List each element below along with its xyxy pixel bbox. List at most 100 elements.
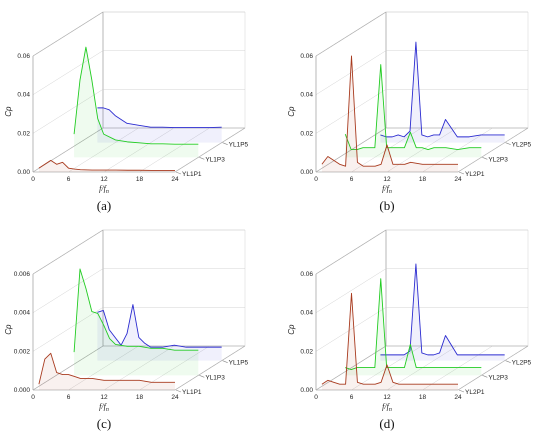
x-axis-title-subscript: n (389, 407, 392, 413)
y-grid-side (32, 50, 104, 95)
series-fill-YL2P5 (380, 42, 505, 143)
series-label-leader (482, 375, 488, 378)
chart-panel-4: 0.00 0.02 0.04 0.06 0 6 12 18 24 Cp f/fn YL2P5 YL2P3… (287, 229, 532, 431)
series-line-YL2P5 (380, 41, 505, 138)
x-tick-label: 6 (350, 394, 354, 401)
x-tick-label: 12 (383, 394, 391, 401)
y-axis-title: Cp (4, 106, 13, 117)
x-grid (457, 345, 529, 391)
series-label-leader (505, 142, 511, 145)
x-tick-label: 18 (419, 176, 427, 183)
y-grid-side (315, 307, 387, 352)
chart-panel-3: 0.000 0.002 0.004 0.006 0 6 12 18 24 Cp f/fn YL1P5 Y… (4, 229, 249, 431)
series-fill-YL2P5 (380, 264, 505, 361)
y-tick-label: 0.000 (14, 387, 31, 394)
x-tick-label: 18 (419, 394, 427, 401)
series-label-leader (222, 142, 228, 145)
series-line-YL2P1 (321, 55, 458, 167)
y-tick-label: 0.004 (14, 310, 31, 317)
y-axis-title: Cp (287, 324, 296, 335)
y-tick-label: 0.002 (14, 348, 31, 355)
series-label-leader (175, 171, 182, 175)
x-grid (351, 127, 422, 173)
x-grid (174, 127, 246, 173)
y-grid-side (32, 89, 104, 134)
chart-panel-2: 0.00 0.02 0.04 0.06 0 6 12 18 24 Cp f/fn YL2P5 YL2P3… (287, 11, 532, 213)
y-tick-label: 0.00 (300, 169, 313, 176)
series-label-leader (505, 360, 511, 363)
x-grid (315, 345, 387, 391)
y-tick-label: 0.02 (300, 130, 313, 137)
y-grid-side (32, 11, 104, 57)
x-grid (103, 127, 175, 173)
x-grid (103, 345, 175, 391)
series-label: YL2P1 (465, 389, 485, 396)
y-grid-side (315, 89, 387, 134)
series-line-YL1P3 (73, 268, 199, 353)
y-tick-label: 0.06 (300, 53, 313, 60)
series-label: YL1P3 (205, 374, 225, 381)
y-tick-label: 0.06 (300, 271, 313, 278)
x-grid (68, 345, 139, 391)
x-grid (139, 127, 210, 173)
series-fill-YL1P3 (74, 47, 199, 158)
back-wall-edge (102, 230, 245, 347)
series-label-leader (175, 389, 182, 393)
chart-panel-1: 0.00 0.02 0.04 0.06 0 6 12 18 24 Cp f/fn YL1P5 YL1P3… (4, 11, 249, 213)
y-tick-label: 0.04 (300, 310, 313, 317)
y-axis-title: Cp (4, 324, 13, 335)
x-grid (174, 345, 246, 391)
x-axis-title: f/fn (382, 184, 392, 195)
series-label: YL2P3 (488, 374, 508, 381)
x-tick-label: 12 (100, 394, 108, 401)
x-axis-title: f/fn (99, 402, 109, 413)
y-tick-label: 0.06 (17, 53, 30, 60)
x-axis-title-subscript: n (389, 189, 392, 195)
panel-label: (d) (379, 416, 394, 431)
series-label-leader (482, 157, 488, 160)
series-label: YL1P5 (229, 142, 249, 149)
x-axis-title-subscript: n (106, 407, 109, 413)
x-tick-label: 0 (314, 176, 318, 183)
y-tick-label: 0.00 (17, 169, 30, 176)
y-tick-label: 0.02 (300, 348, 313, 355)
panel-label: (b) (379, 198, 394, 213)
x-tick-label: 12 (100, 176, 108, 183)
y-grid-side (32, 268, 104, 313)
series-line-YL1P1 (38, 352, 175, 385)
series-label: YL1P3 (205, 156, 225, 163)
y-axis-title: Cp (287, 106, 296, 117)
x-tick-label: 0 (31, 394, 35, 401)
series-fill-YL2P1 (321, 293, 458, 390)
y-tick-label: 0.006 (14, 271, 31, 278)
x-tick-label: 6 (67, 176, 71, 183)
series-label: YL1P1 (182, 171, 202, 178)
y-grid-side (315, 229, 387, 275)
series-label-leader (199, 157, 205, 160)
series-line-YL2P3 (345, 278, 482, 370)
x-grid (32, 345, 104, 391)
back-wall-edge (385, 12, 528, 129)
series-label: YL2P5 (512, 142, 532, 149)
x-tick-label: 18 (136, 394, 144, 401)
back-wall-edge (385, 230, 528, 347)
x-tick-label: 24 (454, 176, 462, 183)
x-tick-label: 6 (67, 394, 71, 401)
x-tick-label: 6 (350, 176, 354, 183)
series-line-YL1P5 (97, 107, 222, 129)
x-tick-label: 18 (136, 176, 144, 183)
series-line-YL2P3 (344, 64, 482, 151)
x-grid (68, 127, 139, 173)
series-label: YL2P1 (465, 171, 485, 178)
series-line-YL2P5 (380, 263, 505, 356)
y-grid-side (32, 229, 104, 275)
y-tick-label: 0.00 (300, 387, 313, 394)
series-label: YL2P5 (512, 360, 532, 367)
series-label-leader (199, 375, 205, 378)
y-tick-label: 0.04 (300, 92, 313, 99)
series-line-YL1P1 (38, 159, 175, 171)
x-tick-label: 0 (31, 176, 35, 183)
series-label: YL2P3 (488, 156, 508, 163)
back-wall-edge (102, 12, 245, 129)
